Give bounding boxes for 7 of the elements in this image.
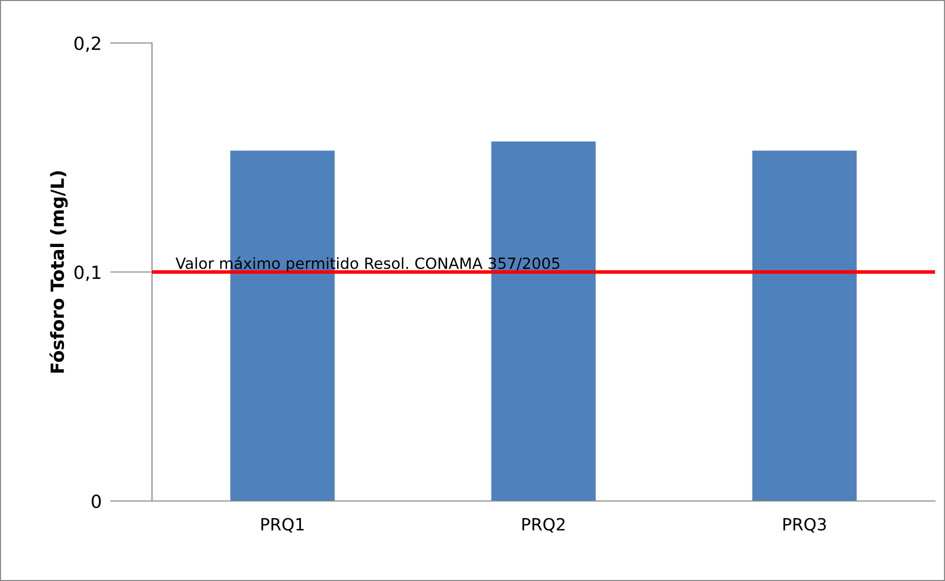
x-tick-label: PRQ3 xyxy=(783,518,826,532)
x-tick-label: PRQ2 xyxy=(522,518,565,532)
x-tick-label: PRQ1 xyxy=(261,518,304,532)
y-tick-label: 0 xyxy=(92,494,101,508)
y-tick-label: 0,2 xyxy=(74,36,100,52)
y-tick-label: 0,1 xyxy=(74,265,100,281)
y-axis-title: Fósforo Total (mg/L) xyxy=(49,171,68,373)
